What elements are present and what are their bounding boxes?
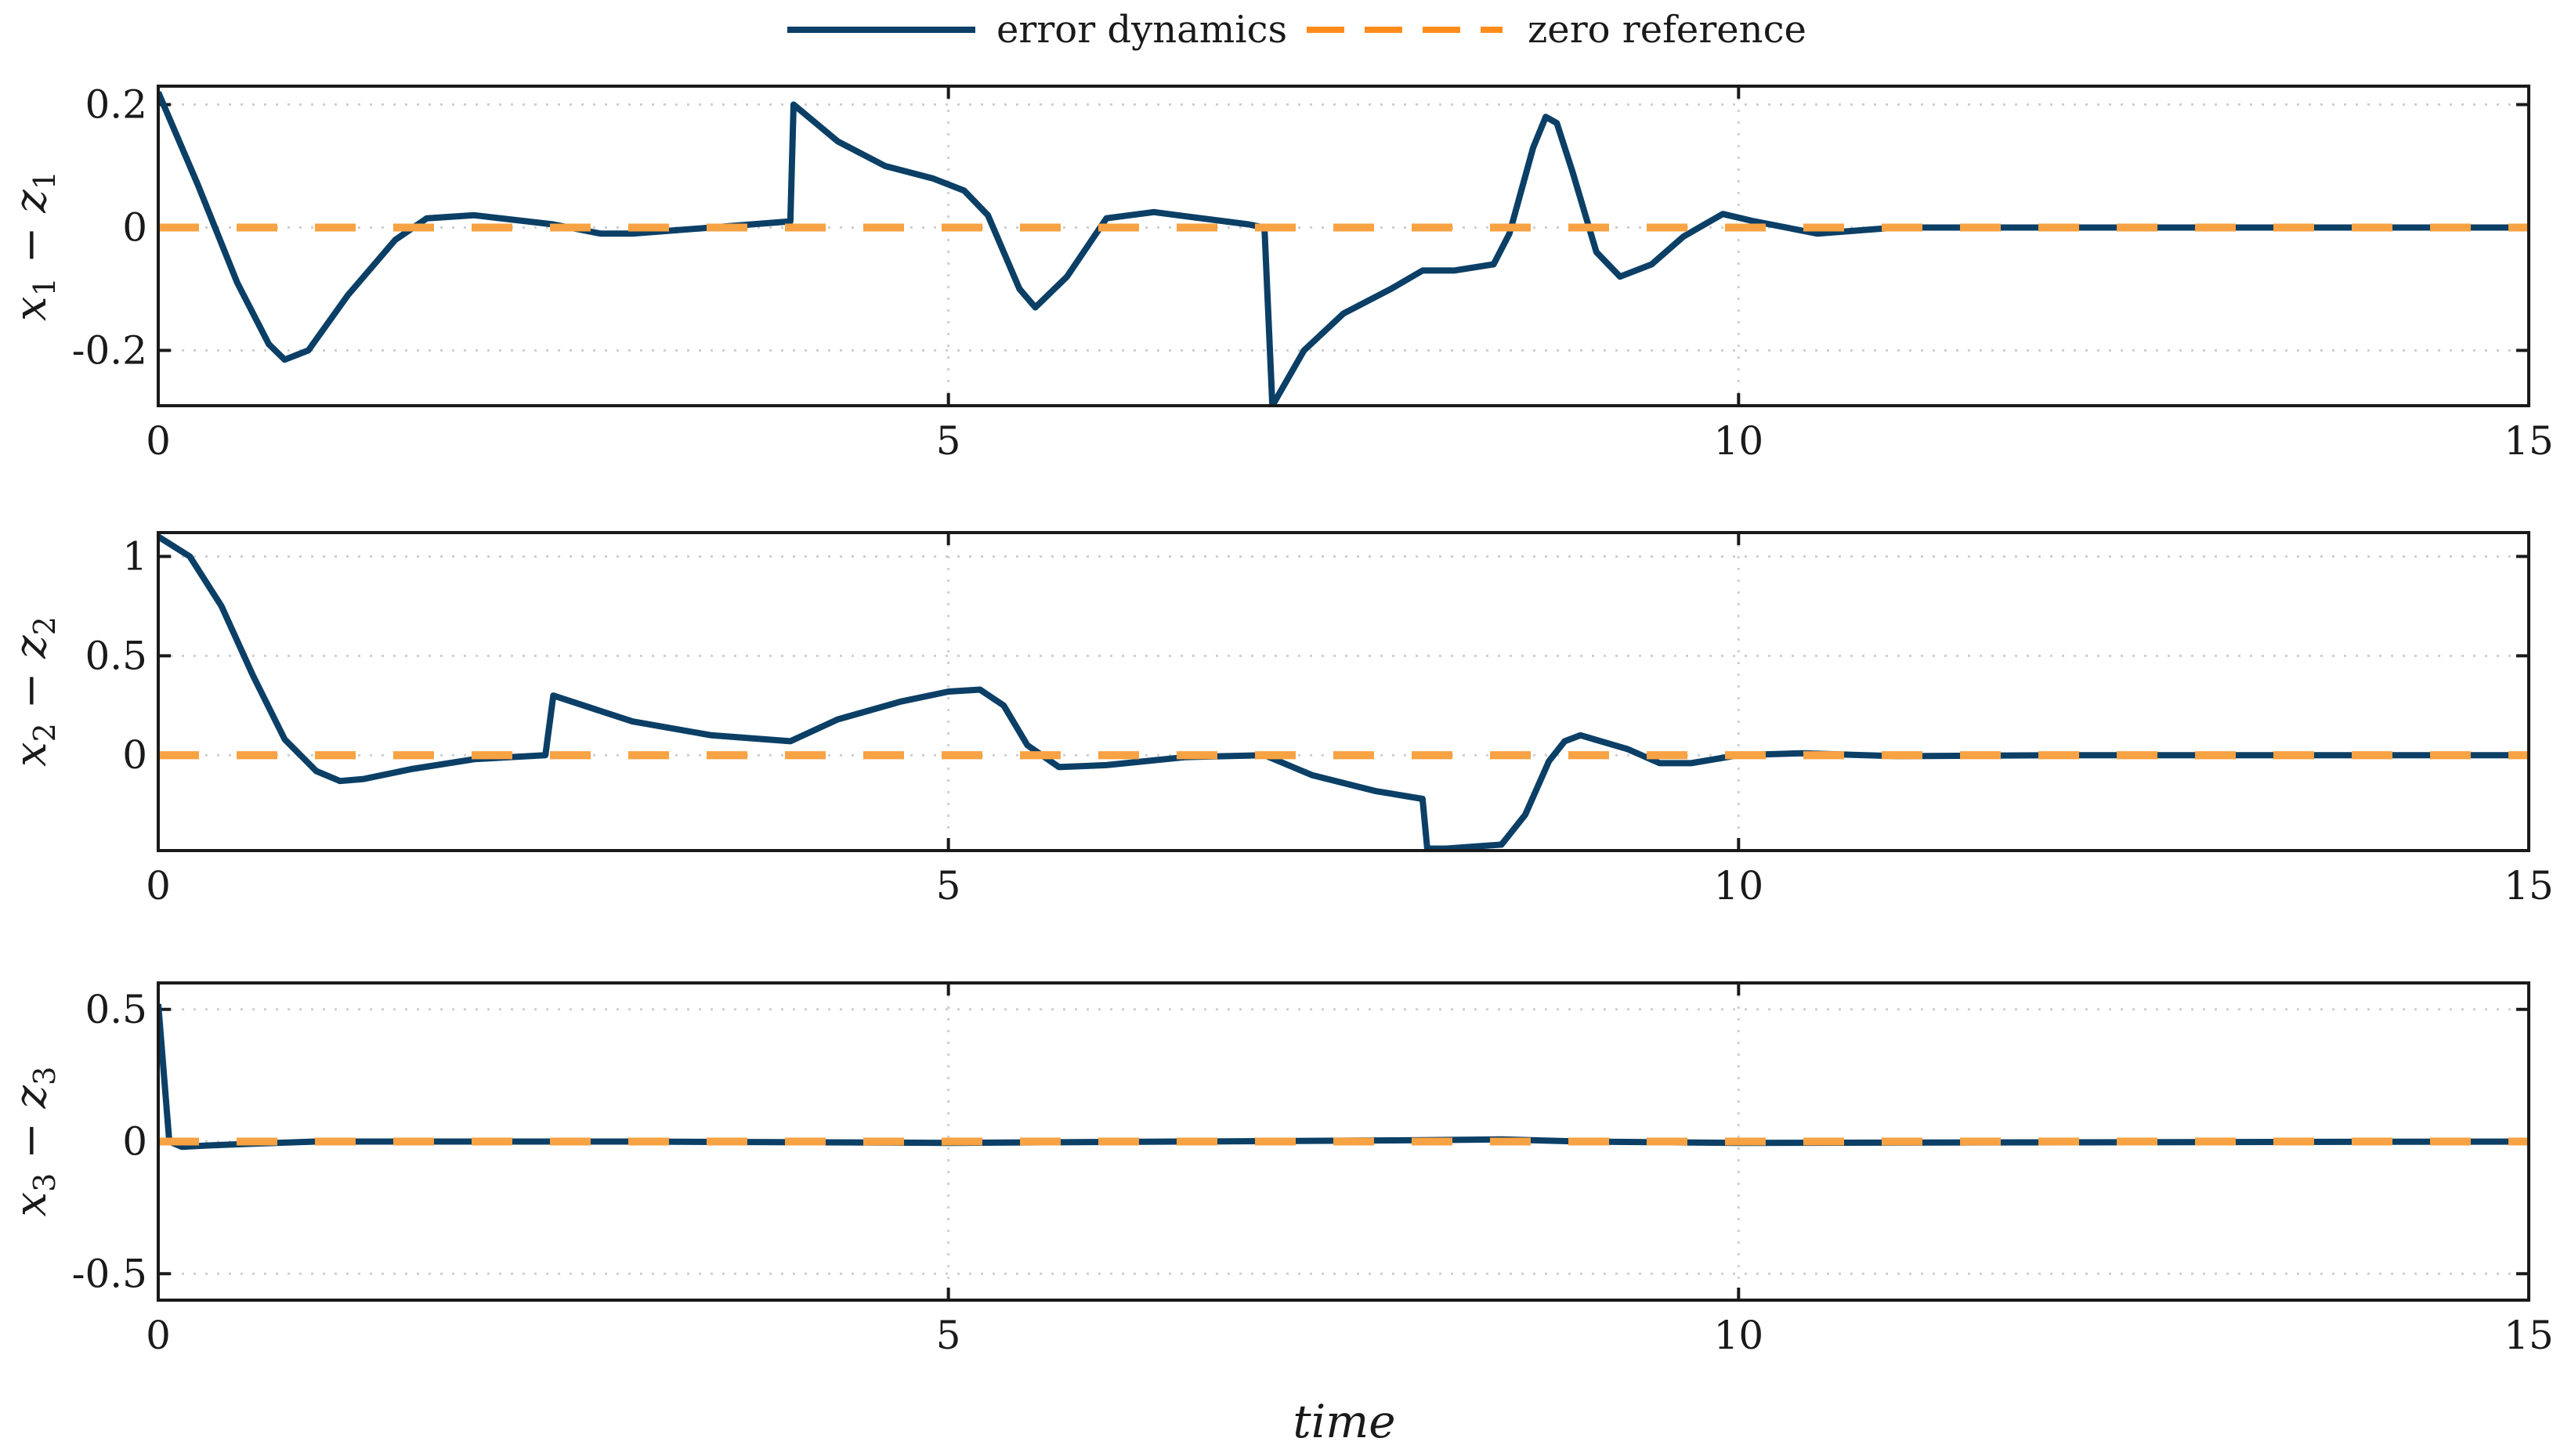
axes-frame: [157, 531, 2530, 852]
error-dynamics-line: [158, 91, 2529, 406]
legend: error dynamics zero reference: [787, 8, 1806, 52]
y-axis-label-part: −: [5, 213, 56, 278]
y-tick-label: 0.5: [85, 633, 147, 678]
y-axis-label-part: x: [5, 1192, 56, 1217]
y-axis-label-part: 3: [27, 1173, 62, 1192]
x-tick-label: 0: [146, 863, 171, 909]
y-axis-label-part: z: [5, 1085, 56, 1109]
y-tick-label: 0: [122, 1119, 147, 1165]
axes-frame: [157, 85, 2530, 407]
x-tick-label: 10: [1714, 863, 1764, 909]
subplot-1: 0 5 10 15-0.200.2x1 − z1: [5, 82, 2554, 464]
x-tick-label: 0: [146, 418, 171, 464]
x-tick-label: 5: [936, 1313, 961, 1358]
y-axis-label-part: z: [5, 635, 56, 659]
y-tick-label: 0: [122, 204, 147, 250]
subplot-3: 0 5 10 15-0.500.5x3 − z3: [5, 981, 2554, 1358]
x-tick-label: 15: [2504, 418, 2554, 464]
x-tick-label: 5: [936, 418, 961, 464]
y-axis-label: x1 − z1: [5, 171, 62, 321]
y-tick-label: 0.5: [85, 987, 147, 1032]
y-tick-label: 0.2: [85, 82, 147, 128]
x-axis-label: time: [1293, 1395, 1395, 1448]
x-tick-label: 10: [1714, 418, 1764, 464]
y-tick-label: -0.2: [72, 327, 147, 373]
x-tick-label: 5: [936, 863, 961, 909]
legend-label-zero: zero reference: [1528, 8, 1806, 52]
y-tick-label: 0: [122, 732, 147, 778]
axes-frame: [157, 981, 2530, 1302]
x-tick-label: 15: [2504, 1313, 2554, 1358]
y-axis-label-part: z: [5, 190, 56, 214]
y-axis-label-part: x: [5, 296, 56, 321]
x-tick-label: 10: [1714, 1313, 1764, 1358]
y-tick-label: -0.5: [72, 1251, 147, 1296]
legend-label-error: error dynamics: [996, 8, 1287, 52]
y-axis-label-part: x: [5, 742, 56, 767]
y-axis-label-part: −: [5, 1108, 56, 1173]
error-dynamics-line: [158, 533, 2529, 851]
y-axis-label-part: −: [5, 659, 56, 724]
y-axis-label-part: 1: [27, 277, 62, 296]
y-axis-label: x2 − z2: [5, 616, 62, 767]
y-axis-label-part: 2: [27, 616, 62, 635]
x-tick-label: 0: [146, 1313, 171, 1358]
y-tick-label: 1: [122, 533, 147, 579]
y-axis-label: x3 − z3: [5, 1066, 62, 1216]
error-dynamics-line: [158, 1003, 2529, 1151]
x-tick-label: 15: [2504, 863, 2554, 909]
y-axis-label-part: 2: [27, 723, 62, 742]
y-axis-label-part: 1: [27, 171, 62, 190]
y-axis-label-part: 3: [27, 1066, 62, 1085]
